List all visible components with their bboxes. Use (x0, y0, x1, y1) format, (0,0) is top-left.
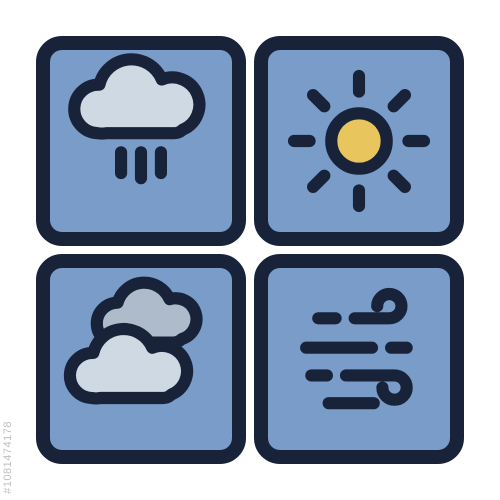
cloudy-icon (50, 268, 232, 450)
wind-icon (268, 268, 450, 450)
tile-rain (36, 36, 246, 246)
weather-icon-grid: #1081474178 (0, 0, 500, 500)
tile-sun (254, 36, 464, 246)
rain-icon (50, 50, 232, 232)
sun-icon (268, 50, 450, 232)
tile-wind (254, 254, 464, 464)
watermark-text: #1081474178 (2, 421, 14, 494)
tile-cloudy (36, 254, 246, 464)
